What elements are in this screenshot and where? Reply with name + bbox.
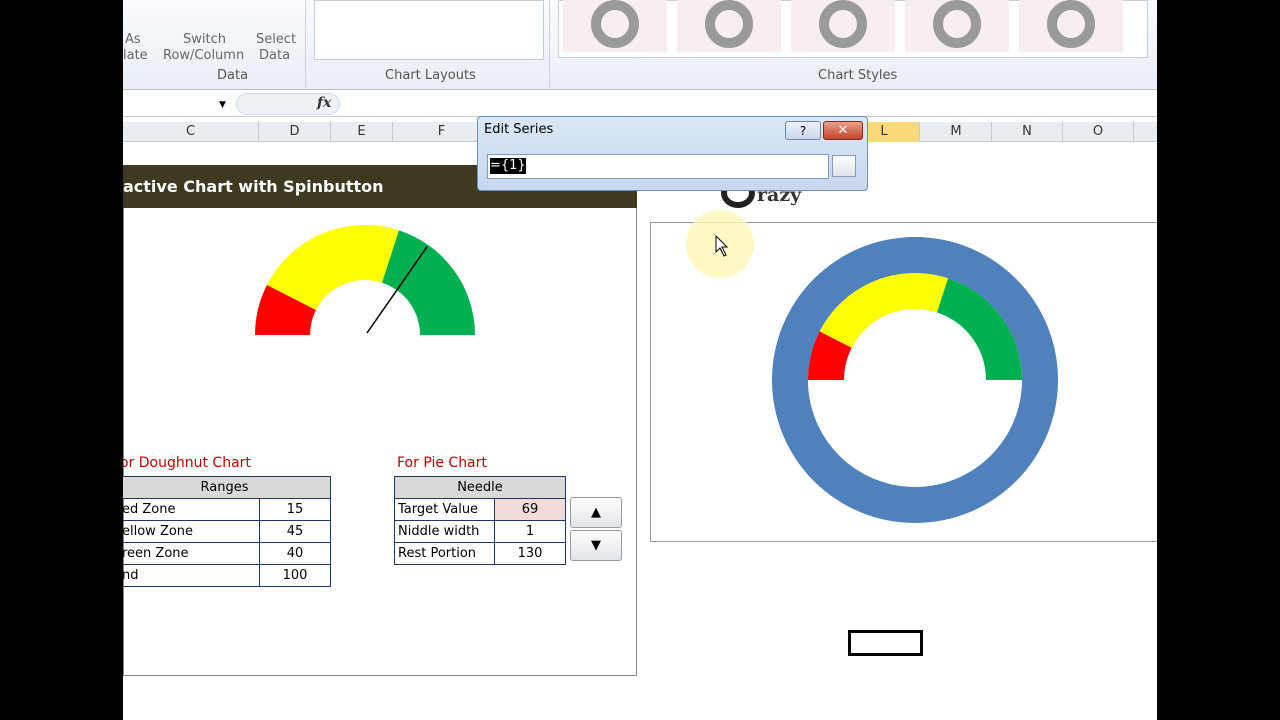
column-header[interactable]: E bbox=[331, 122, 393, 142]
spin-down-button[interactable]: ▼ bbox=[570, 530, 622, 561]
needle bbox=[366, 246, 428, 334]
active-cell[interactable] bbox=[848, 630, 923, 656]
gauge-segment bbox=[255, 285, 316, 335]
dropdown-arrow[interactable]: ▼ bbox=[219, 100, 226, 110]
fx-button[interactable]: fx bbox=[317, 95, 332, 111]
row-value: 130 bbox=[494, 542, 566, 565]
section-label: For Pie Chart bbox=[397, 455, 487, 471]
column-header[interactable]: M bbox=[921, 122, 992, 142]
letterbox-right bbox=[1157, 0, 1280, 720]
series-input-text[interactable]: ={1} bbox=[490, 158, 526, 174]
doughnut-segment bbox=[808, 380, 1022, 487]
section-label: or Doughnut Chart bbox=[120, 455, 251, 471]
separator bbox=[305, 0, 306, 88]
column-header[interactable]: N bbox=[992, 122, 1063, 142]
doughnut-segment bbox=[819, 272, 949, 348]
button-label[interactable]: Switch bbox=[183, 32, 226, 47]
spin-up-button[interactable]: ▲ bbox=[570, 497, 622, 528]
series-input[interactable] bbox=[487, 154, 829, 179]
button-label[interactable]: Data bbox=[259, 48, 291, 63]
help-button[interactable]: ? bbox=[785, 121, 821, 140]
group-label: Chart Styles bbox=[818, 68, 898, 83]
collapse-button[interactable] bbox=[832, 155, 856, 177]
column-header[interactable]: D bbox=[259, 122, 331, 142]
button-label[interactable]: As bbox=[125, 32, 141, 47]
button-label[interactable]: late bbox=[123, 48, 148, 63]
name-box-end bbox=[236, 93, 340, 115]
dialog-title: Edit Series bbox=[484, 122, 554, 137]
style-thumbnails bbox=[563, 0, 1123, 52]
gauge-segment bbox=[266, 224, 399, 311]
button-label[interactable]: Select bbox=[256, 32, 297, 47]
letterbox-left bbox=[0, 0, 123, 720]
group-label: Data bbox=[217, 68, 249, 83]
column-header[interactable]: C bbox=[123, 122, 259, 142]
row-value: 69 bbox=[494, 498, 566, 521]
gauge-segment bbox=[381, 230, 475, 335]
button-label[interactable]: Row/Column bbox=[163, 48, 245, 63]
column-header[interactable]: O bbox=[1063, 122, 1134, 142]
mouse-cursor bbox=[715, 234, 729, 257]
doughnut-segment bbox=[936, 278, 1022, 380]
gauge-segment bbox=[255, 335, 475, 445]
group-label: Chart Layouts bbox=[385, 68, 476, 83]
separator bbox=[549, 0, 550, 88]
doughnut-segment bbox=[808, 331, 852, 380]
layout-gallery[interactable] bbox=[314, 0, 544, 60]
row-value: 100 bbox=[259, 564, 331, 587]
close-button[interactable]: ✕ bbox=[823, 121, 863, 140]
